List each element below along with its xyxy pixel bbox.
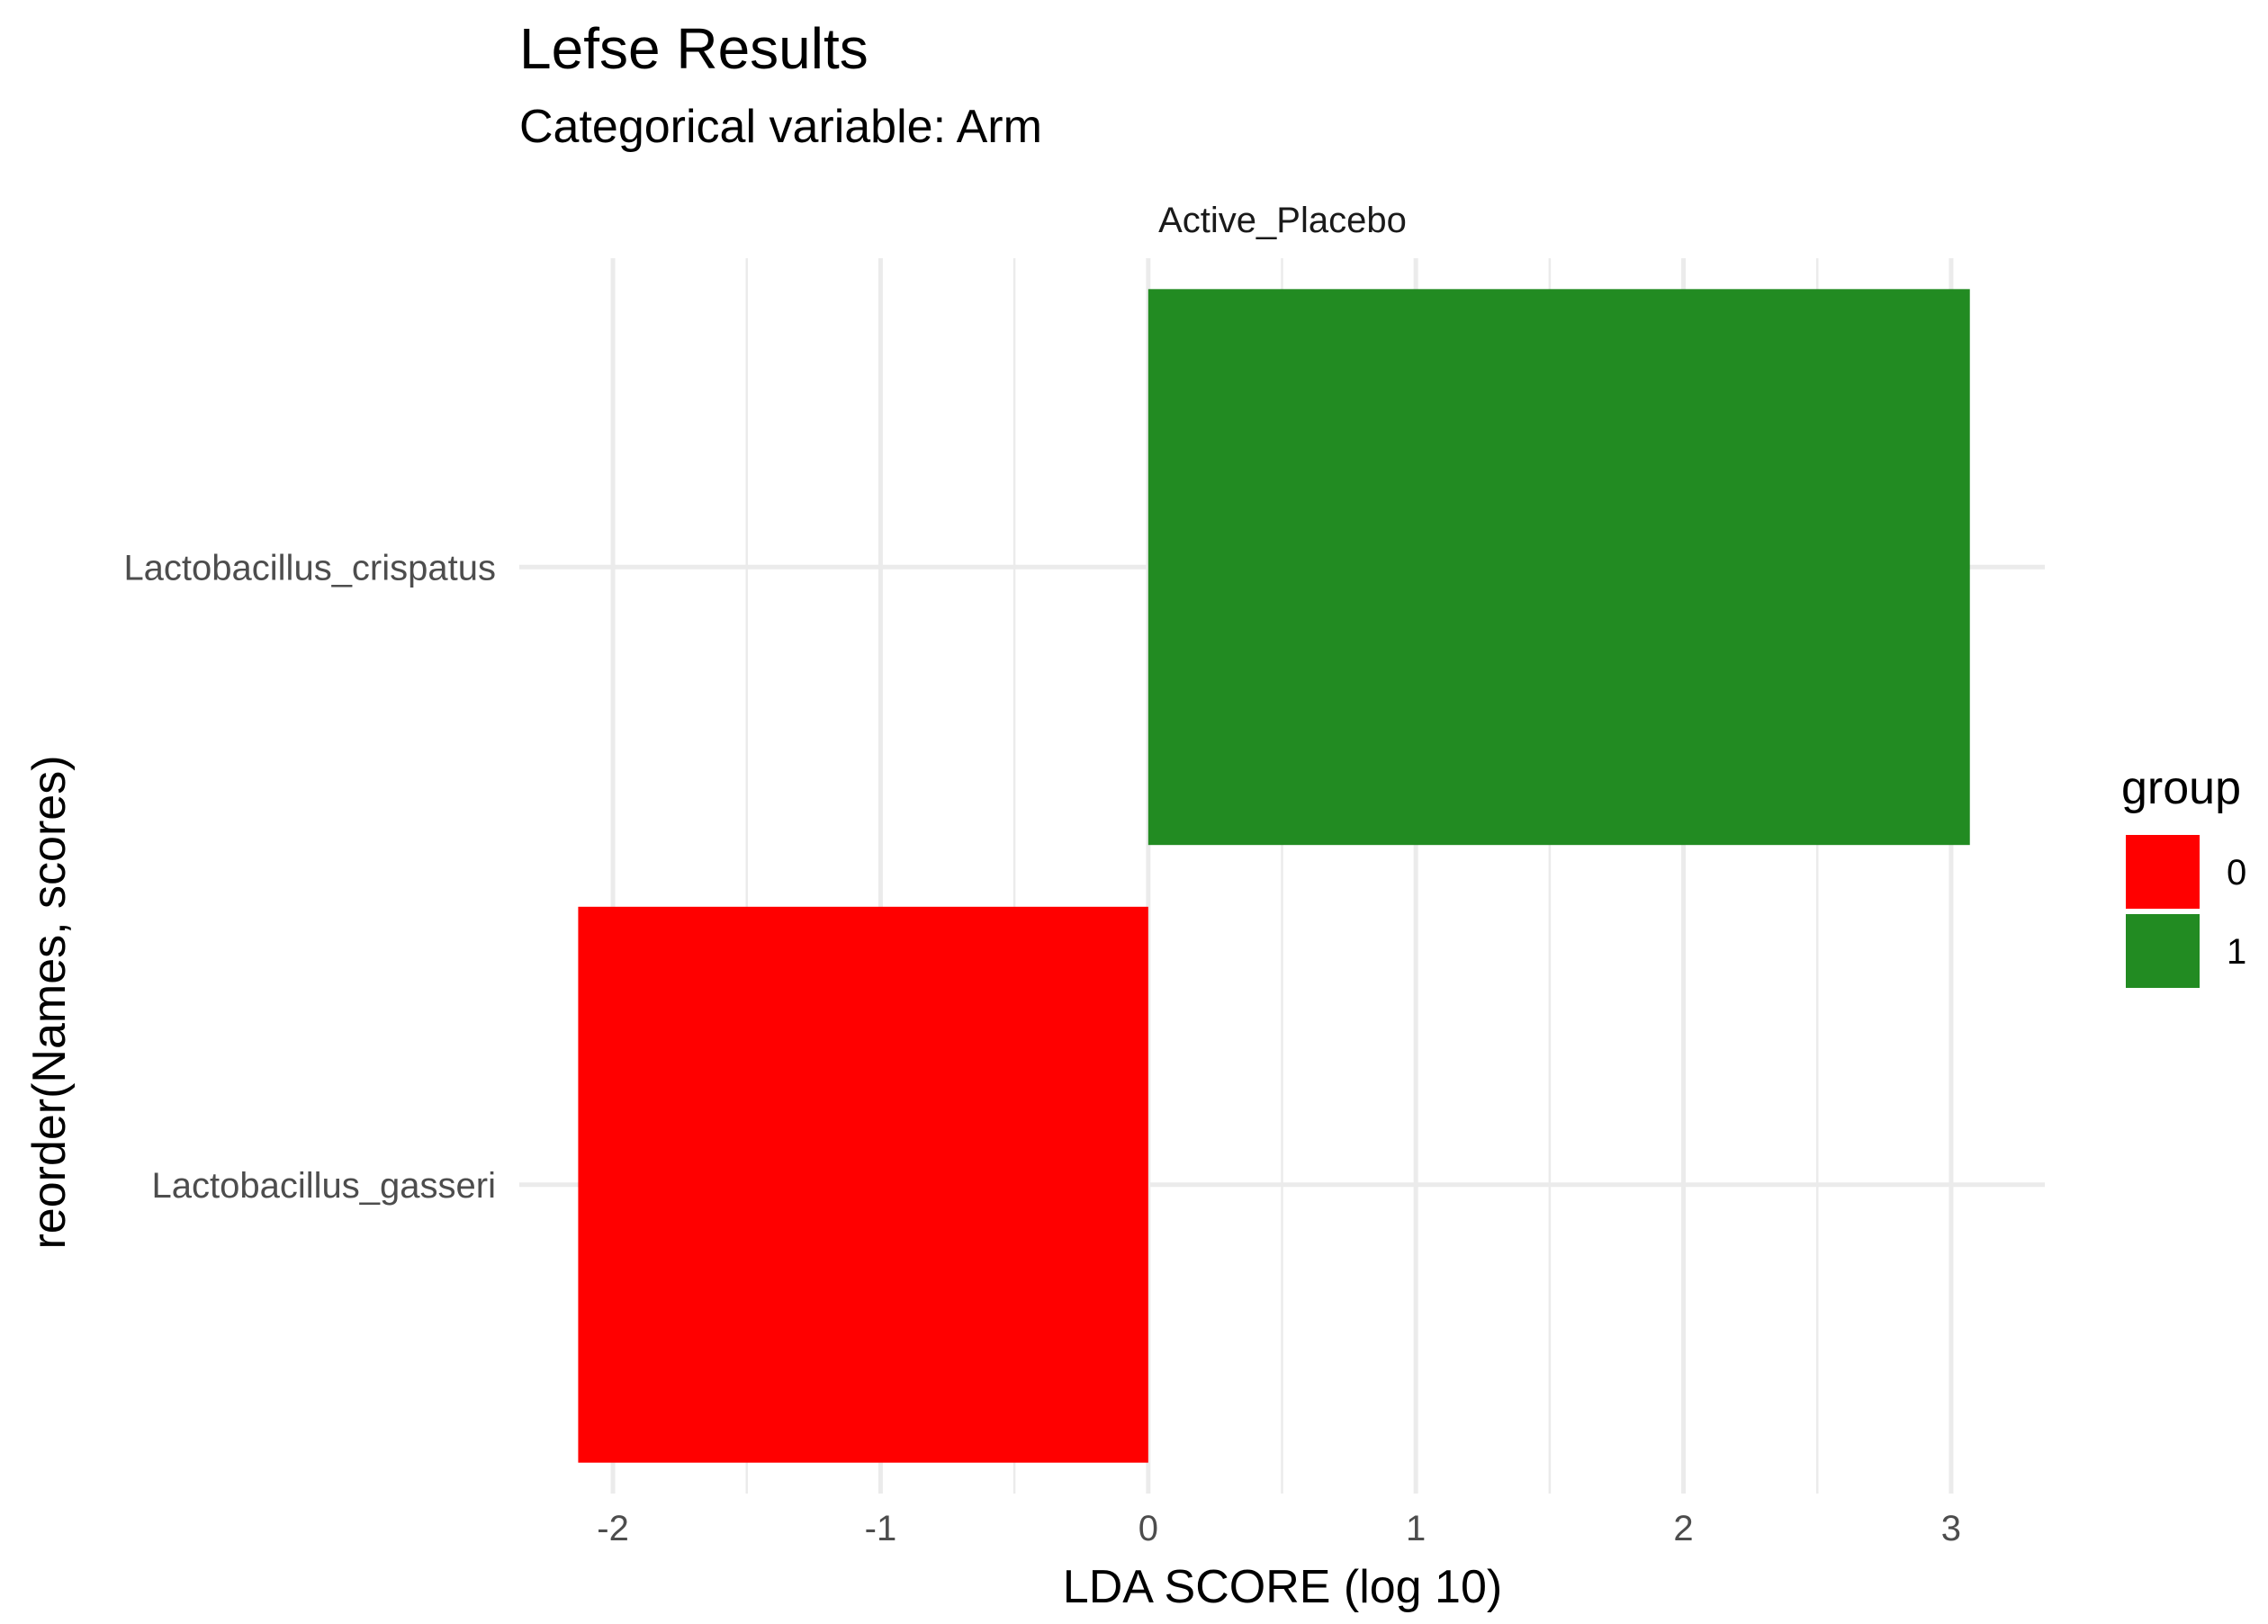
x-tick-label: 3 bbox=[1941, 1509, 1961, 1548]
x-tick-label: 0 bbox=[1138, 1509, 1158, 1548]
legend: group 01 bbox=[2121, 762, 2246, 988]
legend-label-1: 1 bbox=[2227, 932, 2246, 972]
bar-lactobacillus-crispatus bbox=[1148, 289, 1970, 846]
legend-key-1 bbox=[2126, 914, 2200, 988]
legend-label-0: 0 bbox=[2227, 853, 2246, 893]
y-axis-tick-labels: Lactobacillus_crispatus Lactobacillus_gas… bbox=[123, 548, 496, 1206]
y-tick-label: Lactobacillus_gasseri bbox=[152, 1166, 496, 1206]
x-axis-title: LDA SCORE (log 10) bbox=[1063, 1561, 1502, 1613]
x-tick-label: -1 bbox=[865, 1509, 897, 1548]
legend-items: 01 bbox=[2126, 835, 2246, 988]
x-axis-tick-labels: -2 -1 0 1 2 3 bbox=[597, 1509, 1961, 1548]
legend-title: group bbox=[2121, 762, 2241, 814]
chart-title: Lefse Results bbox=[519, 16, 868, 81]
legend-key-0 bbox=[2126, 835, 2200, 909]
bar-lactobacillus-gasseri bbox=[578, 906, 1148, 1463]
facet-strip-label: Active_Placebo bbox=[1158, 201, 1407, 240]
x-tick-label: 2 bbox=[1673, 1509, 1693, 1548]
y-tick-label: Lactobacillus_crispatus bbox=[123, 548, 496, 588]
y-axis-title: reorder(Names, scores) bbox=[23, 755, 76, 1249]
x-tick-label: -2 bbox=[597, 1509, 629, 1548]
x-tick-label: 1 bbox=[1406, 1509, 1426, 1548]
chart-subtitle: Categorical variable: Arm bbox=[519, 101, 1042, 153]
bars bbox=[578, 289, 1970, 1463]
